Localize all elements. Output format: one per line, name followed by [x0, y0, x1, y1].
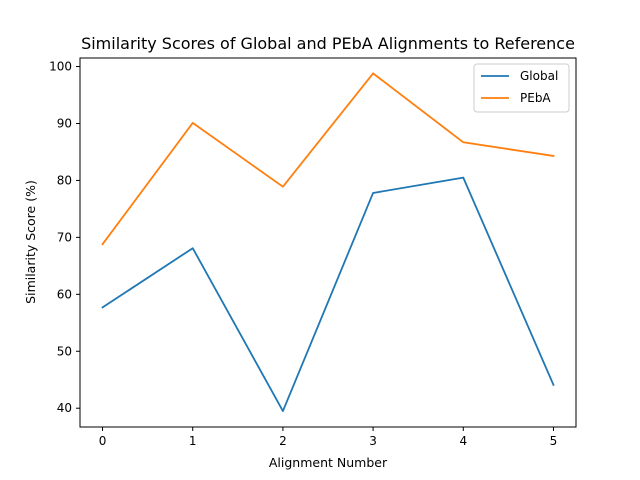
y-tick-label: 70 [57, 230, 72, 244]
x-axis-label: Alignment Number [269, 455, 388, 470]
x-tick-label: 2 [279, 434, 287, 448]
plot-border [79, 57, 577, 428]
x-tick-label: 3 [369, 434, 377, 448]
x-axis: 0 1 2 3 4 5 [99, 427, 558, 448]
series-line-peba [101, 72, 555, 246]
y-tick-label: 100 [49, 60, 72, 74]
y-tick-label: 60 [57, 287, 72, 301]
x-tick-label: 4 [459, 434, 467, 448]
plot-frame [80, 58, 576, 427]
series-line-global [101, 176, 555, 412]
chart-title: Similarity Scores of Global and PEbA Ali… [81, 34, 575, 53]
series-layer [101, 72, 555, 412]
plot-area [79, 57, 577, 428]
y-tick-label: 90 [57, 116, 72, 130]
x-tick-label: 5 [550, 434, 558, 448]
y-tick-label: 40 [57, 401, 72, 415]
y-tick-label: 50 [57, 344, 72, 358]
legend-label-global: Global [520, 69, 558, 83]
legend: Global PEbA [473, 63, 570, 113]
x-tick-label: 1 [189, 434, 197, 448]
y-axis: 40 50 60 70 80 90 100 [49, 60, 80, 415]
x-tick-label: 0 [99, 434, 107, 448]
legend-label-peba: PEbA [520, 91, 551, 105]
y-axis-label: Similarity Score (%) [23, 180, 38, 304]
y-tick-label: 80 [57, 173, 72, 187]
